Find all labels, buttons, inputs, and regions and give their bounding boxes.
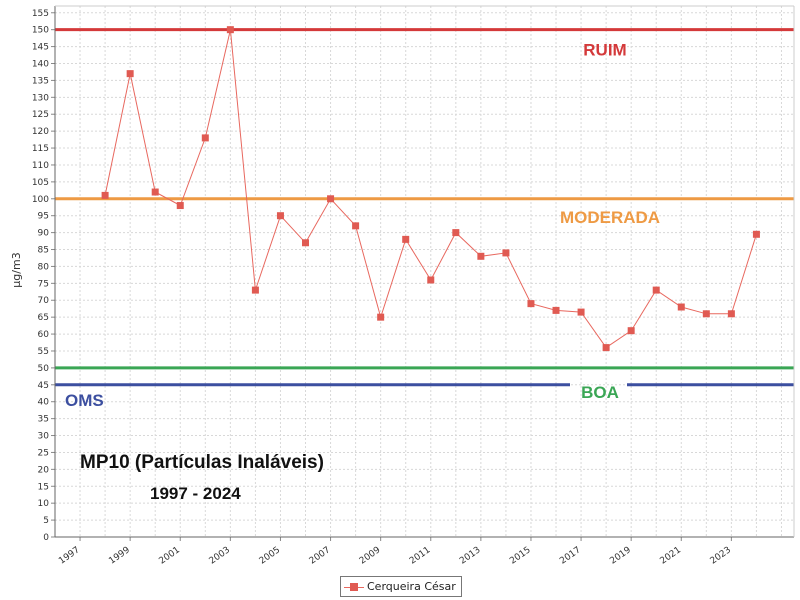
y-tick-label: 50 [38, 364, 50, 374]
y-tick-label: 10 [38, 499, 50, 509]
y-tick-label: 20 [38, 465, 50, 475]
y-tick-label: 55 [38, 347, 49, 357]
y-tick-label: 105 [32, 178, 49, 188]
data-point [527, 300, 535, 308]
y-tick-label: 125 [32, 110, 49, 120]
y-axis-label: µg/m3 [10, 252, 23, 287]
data-point [276, 212, 284, 220]
y-tick-label: 65 [38, 313, 49, 323]
x-tick-label: 1997 [57, 545, 81, 566]
x-tick-label: 2019 [608, 545, 633, 566]
data-point [552, 306, 560, 314]
x-tick-label: 2023 [709, 545, 733, 566]
data-point [602, 344, 610, 352]
reference-label-oms: OMS [65, 391, 104, 410]
y-tick-label: 0 [43, 533, 49, 543]
y-tick-label: 85 [38, 246, 49, 256]
y-tick-label: 40 [38, 398, 50, 408]
y-tick-label: 145 [32, 43, 49, 53]
y-tick-label: 35 [38, 415, 49, 425]
x-tick-label: 2011 [408, 545, 432, 566]
x-tick-label: 2003 [208, 545, 232, 566]
y-tick-label: 30 [38, 432, 50, 442]
data-point [226, 26, 234, 34]
data-point [652, 286, 660, 294]
x-tick-label: 1999 [107, 545, 132, 566]
y-tick-label: 150 [32, 26, 49, 36]
data-point [327, 195, 335, 203]
x-tick-label: 2009 [358, 545, 383, 566]
legend-swatch [344, 581, 364, 593]
y-tick-label: 120 [32, 127, 49, 137]
data-point [477, 252, 485, 260]
y-tick-label: 130 [32, 93, 49, 103]
data-point [427, 276, 435, 284]
y-tick-label: 140 [32, 59, 49, 69]
y-tick-label: 70 [38, 296, 50, 306]
y-tick-label: 155 [32, 9, 49, 19]
x-tick-label: 2005 [258, 545, 282, 566]
y-tick-label: 60 [38, 330, 50, 340]
y-tick-label: 100 [32, 195, 49, 205]
y-tick-label: 80 [38, 262, 50, 272]
data-point [377, 313, 385, 321]
y-tick-label: 45 [38, 381, 49, 391]
data-point [251, 286, 259, 294]
y-tick-label: 115 [32, 144, 49, 154]
chart-title: MP10 (Partículas Inaláveis) [80, 452, 324, 473]
y-tick-label: 95 [38, 212, 49, 222]
x-tick-label: 2013 [458, 545, 482, 566]
y-tick-label: 135 [32, 76, 49, 86]
y-tick-label: 75 [38, 279, 49, 289]
reference-label-ruim: RUIM [583, 41, 626, 60]
data-point [126, 70, 134, 78]
y-tick-label: 15 [38, 482, 49, 492]
plot-area [55, 6, 794, 537]
data-point [352, 222, 360, 230]
legend-label: Cerqueira César [367, 580, 456, 593]
x-tick-label: 2007 [308, 545, 332, 566]
series-cerqueira-cesar [101, 26, 760, 352]
data-point [176, 202, 184, 210]
x-tick-label: 2001 [157, 545, 181, 566]
reference-lines: RUIM MODERADA BOA OMS [55, 28, 794, 410]
chart-subtitle: 1997 - 2024 [150, 484, 241, 503]
reference-label-boa: BOA [581, 383, 619, 402]
gridlines [55, 6, 794, 538]
data-point [752, 230, 760, 238]
y-tick-label: 25 [38, 448, 49, 458]
chart-legend: Cerqueira César [340, 576, 462, 597]
data-point [727, 310, 735, 318]
data-point [677, 303, 685, 311]
data-point [702, 310, 710, 318]
data-point [452, 229, 460, 237]
data-point [502, 249, 510, 257]
data-point [402, 235, 410, 243]
data-point [201, 134, 209, 142]
y-tick-label: 110 [32, 161, 49, 171]
data-point [627, 327, 635, 335]
x-tick-label: 2015 [508, 545, 532, 566]
data-point [577, 308, 585, 316]
x-tick-label: 2017 [558, 545, 582, 566]
y-tick-label: 5 [43, 516, 49, 526]
reference-label-moderada: MODERADA [560, 208, 660, 227]
data-point [302, 239, 310, 247]
data-point [151, 188, 159, 196]
y-tick-label: 90 [38, 229, 50, 239]
x-tick-label: 2021 [658, 545, 682, 566]
data-point [101, 191, 109, 199]
